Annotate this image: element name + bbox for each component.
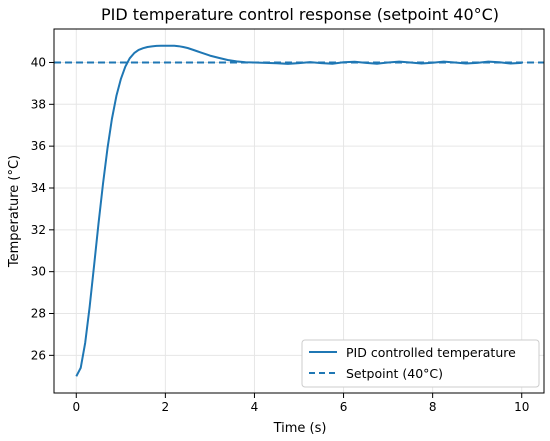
x-tick-label: 6	[340, 400, 348, 414]
legend-label-temperature: PID controlled temperature	[346, 345, 516, 360]
plot-frame	[53, 28, 545, 394]
x-tick-label: 8	[429, 400, 437, 414]
grid	[54, 29, 544, 393]
legend-box	[301, 339, 540, 388]
chart-title: PID temperature control response (setpoi…	[101, 5, 499, 24]
x-tick-label: 10	[514, 400, 529, 414]
x-tick-label: 2	[162, 400, 170, 414]
y-tick-label: 28	[31, 307, 46, 321]
x-tick-label: 4	[251, 400, 259, 414]
y-tick-label: 34	[31, 181, 46, 195]
x-tick-label: 0	[72, 400, 80, 414]
y-axis-label: Temperature (°C)	[7, 155, 22, 268]
series-line-temperature	[75, 44, 522, 377]
y-tick-label: 32	[31, 223, 46, 237]
y-axis: 26 28 30 32 34 36 38 40	[31, 55, 54, 362]
legend-label-setpoint: Setpoint (40°C)	[346, 366, 443, 381]
y-tick-label: 36	[31, 139, 46, 153]
y-tick-label: 38	[31, 97, 46, 111]
plot-lines	[54, 44, 544, 377]
y-tick-label: 40	[31, 55, 46, 69]
y-tick-label: 26	[31, 348, 46, 362]
x-axis-label: Time (s)	[273, 421, 327, 436]
x-axis: 0 2 4 6 8 10	[72, 393, 529, 414]
y-tick-label: 30	[31, 265, 46, 279]
legend: PID controlled temperature Setpoint (40°…	[301, 339, 540, 388]
